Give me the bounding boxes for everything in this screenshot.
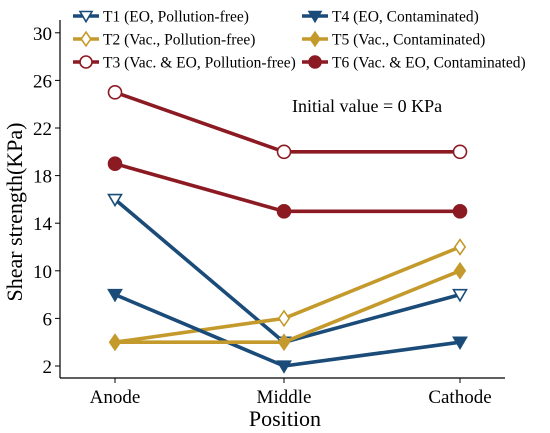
plot-area — [107, 85, 468, 374]
series-line — [114, 161, 460, 214]
series-5 — [108, 261, 467, 352]
data-point — [453, 238, 467, 256]
x-tick-label: Anode — [90, 387, 141, 408]
legend-marker — [78, 10, 94, 24]
data-point — [452, 288, 468, 303]
series-3 — [107, 85, 468, 160]
data-point — [107, 85, 123, 100]
legend-marker — [308, 55, 322, 69]
legend: T1 (EO, Pollution-free) T2 (Vac., Polluti… — [73, 9, 526, 72]
data-point — [276, 144, 292, 160]
x-tick-label: Middle — [257, 387, 312, 408]
x-tick-label: Cathode — [428, 387, 491, 408]
data-point — [277, 309, 291, 328]
data-point — [452, 336, 468, 350]
series-4 — [107, 288, 468, 374]
data-point — [276, 360, 292, 374]
series-line — [115, 269, 461, 345]
data-point — [276, 204, 292, 219]
legend-label: T2 (Vac., Pollution-free) — [103, 32, 255, 49]
legend-item: T4 (EO, Contaminated) — [302, 9, 479, 26]
data-point — [107, 288, 123, 303]
y-tick-label: 18 — [33, 167, 52, 188]
y-tick-label: 2 — [43, 357, 53, 378]
data-point — [452, 204, 468, 219]
legend-marker — [79, 55, 93, 69]
y-tick-label: 6 — [43, 309, 53, 330]
y-tick-label: 30 — [33, 24, 52, 45]
legend-label: T5 (Vac., Contaminated) — [332, 32, 485, 49]
y-tick-label: 22 — [33, 119, 52, 140]
annotation: Initial value = 0 KPa — [292, 96, 442, 116]
legend-marker — [307, 10, 323, 24]
data-point — [453, 261, 467, 280]
series-line — [114, 292, 461, 368]
legend-item: T3 (Vac. & EO, Pollution-free) — [73, 55, 296, 72]
series-6 — [107, 156, 468, 219]
y-tick-label: 10 — [33, 262, 52, 283]
y-tick-label: 14 — [33, 214, 53, 235]
data-point — [107, 193, 123, 208]
legend-item: T2 (Vac., Pollution-free) — [73, 30, 255, 49]
data-point — [277, 333, 291, 352]
data-point — [108, 333, 122, 352]
legend-label: T4 (EO, Contaminated) — [332, 9, 479, 26]
series-line — [114, 245, 461, 344]
y-tick-label: 26 — [33, 71, 52, 92]
legend-item: T1 (EO, Pollution-free) — [73, 9, 249, 26]
legend-label: T1 (EO, Pollution-free) — [103, 9, 249, 26]
legend-item: T6 (Vac. & EO, Contaminated) — [302, 55, 526, 72]
x-axis-label: Position — [249, 406, 321, 431]
data-point — [107, 156, 123, 171]
legend-marker — [80, 30, 92, 48]
legend-item: T5 (Vac., Contaminated) — [302, 30, 485, 49]
series-2 — [108, 238, 467, 352]
data-point — [452, 144, 468, 160]
y-axis-label: Shear strength(KPa) — [2, 122, 27, 301]
legend-label: T3 (Vac. & EO, Pollution-free) — [103, 55, 296, 72]
legend-label: T6 (Vac. & EO, Contaminated) — [332, 55, 526, 72]
legend-marker — [309, 30, 321, 48]
